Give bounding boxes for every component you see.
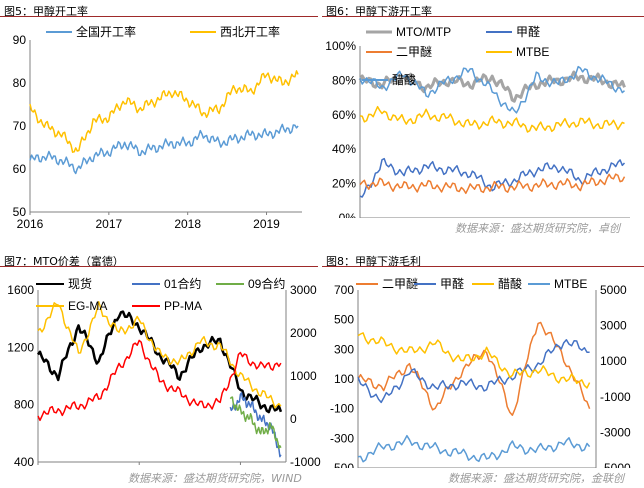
legend-label: 01合约	[164, 276, 201, 291]
x-tick-label: 2017	[95, 217, 122, 231]
y-tick-label: 60%	[332, 108, 356, 122]
y-tick-label: -300	[330, 431, 354, 445]
series-line	[357, 321, 591, 416]
y2-tick-label: -5000	[600, 461, 631, 468]
x-tick-label: 2017	[25, 467, 52, 468]
legend-label: 二甲醚	[382, 277, 418, 291]
legend-label: EG-MA	[68, 299, 107, 313]
y-tick-label: 50	[13, 205, 27, 219]
x-tick-label: 2019	[227, 467, 254, 468]
y-tick-label: 1600	[7, 283, 34, 297]
source-note: 数据来源：盛达期货研究院，卓创	[455, 222, 620, 235]
x-tick-label: 2019	[253, 217, 280, 231]
panel-title: 图7：MTO价差（富德）	[4, 255, 124, 268]
series-line	[36, 310, 283, 414]
series-line	[359, 157, 626, 198]
chart-mto-spread: 400 800 1200 1600 -1000 0 1000 2000 3000 2017 2018…	[7, 276, 321, 468]
title-rule	[0, 266, 318, 267]
legend-label: MTBE	[554, 277, 587, 291]
x-tick-label: 2018	[174, 217, 201, 231]
y2-tick-label: 1000	[290, 369, 317, 383]
chart-downstream-rate: 0%20%40%60%80%100%201720182019MTO/MTP甲醛二…	[325, 24, 630, 218]
series-line	[229, 392, 282, 458]
y-tick-label: 700	[334, 283, 354, 297]
y-tick-label: 100	[334, 372, 354, 386]
y-tick-label: -500	[330, 461, 354, 468]
y-tick-label: 80	[13, 76, 27, 90]
chart-downstream-margin: -500 -300 -100 100 300 500 700 -5000 -3000 -1000 1…	[330, 276, 631, 468]
legend-label: PP-MA	[164, 299, 202, 313]
series-line	[37, 300, 282, 409]
y2-tick-label: -1000	[600, 390, 631, 404]
y2-tick-label: 3000	[600, 319, 627, 333]
y-tick-label: -100	[330, 402, 354, 416]
y-tick-label: 800	[14, 398, 34, 412]
y-tick-label: 80%	[332, 73, 356, 87]
legend-label: 09合约	[248, 276, 285, 291]
title-rule	[0, 16, 318, 17]
legend-label: 现货	[68, 276, 92, 291]
legend-label: 甲醛	[440, 276, 464, 291]
legend-label: 全国开工率	[76, 24, 136, 39]
series-line	[29, 70, 299, 153]
y-tick-label: 100%	[325, 39, 356, 53]
panel-title: 图8：甲醇下游毛利	[326, 255, 421, 268]
legend-label: 醋酸	[392, 72, 416, 87]
y-tick-label: 400	[14, 455, 34, 468]
y2-tick-label: -1000	[290, 455, 321, 468]
panel-title: 图6：甲醇下游开工率	[326, 5, 432, 18]
x-tick-label: 2016	[17, 217, 44, 231]
legend-label: 甲醛	[516, 24, 540, 39]
y2-tick-label: -3000	[600, 425, 631, 439]
panel-title: 图5：甲醇开工率	[4, 5, 88, 18]
y-tick-label: 40%	[332, 142, 356, 156]
series-line	[229, 396, 282, 449]
y-tick-label: 90	[13, 33, 27, 47]
legend-label: 醋酸	[498, 276, 522, 291]
y2-tick-label: 2000	[290, 326, 317, 340]
y-tick-label: 20%	[332, 177, 356, 191]
y-tick-label: 60	[13, 162, 27, 176]
y2-tick-label: 0	[290, 412, 297, 426]
series-line	[359, 105, 625, 133]
y-tick-label: 70	[13, 119, 27, 133]
legend-label: MTO/MTP	[396, 25, 451, 39]
legend-label: MTBE	[516, 45, 549, 59]
chart-methanol-rate: 50 60 70 80 90 2016 2017 2018 2019 全国开工率 西北开工率	[13, 24, 302, 231]
series-line	[37, 339, 282, 422]
series-line	[29, 123, 299, 175]
legend-label: 西北开工率	[220, 24, 280, 39]
title-rule	[322, 16, 644, 17]
y-tick-label: 500	[334, 313, 354, 327]
series-line	[359, 65, 625, 114]
source-note: 数据来源：盛达期货研究院，金联创	[448, 472, 624, 485]
y2-tick-label: 5000	[600, 283, 627, 297]
series-line	[357, 339, 590, 404]
y2-tick-label: 1000	[600, 354, 627, 368]
y2-tick-label: 3000	[290, 283, 317, 297]
x-tick-label: 2018	[126, 467, 153, 468]
y-tick-label: 300	[334, 342, 354, 356]
series-line	[359, 173, 626, 195]
title-rule	[322, 266, 644, 267]
series-line	[357, 434, 591, 463]
series-line	[357, 332, 591, 389]
legend-label: 二甲醚	[396, 45, 432, 59]
y-tick-label: 1200	[7, 340, 34, 354]
source-note: 数据来源：盛达期货研究院，WIND	[128, 472, 302, 485]
y-tick-label: 0%	[339, 211, 357, 218]
